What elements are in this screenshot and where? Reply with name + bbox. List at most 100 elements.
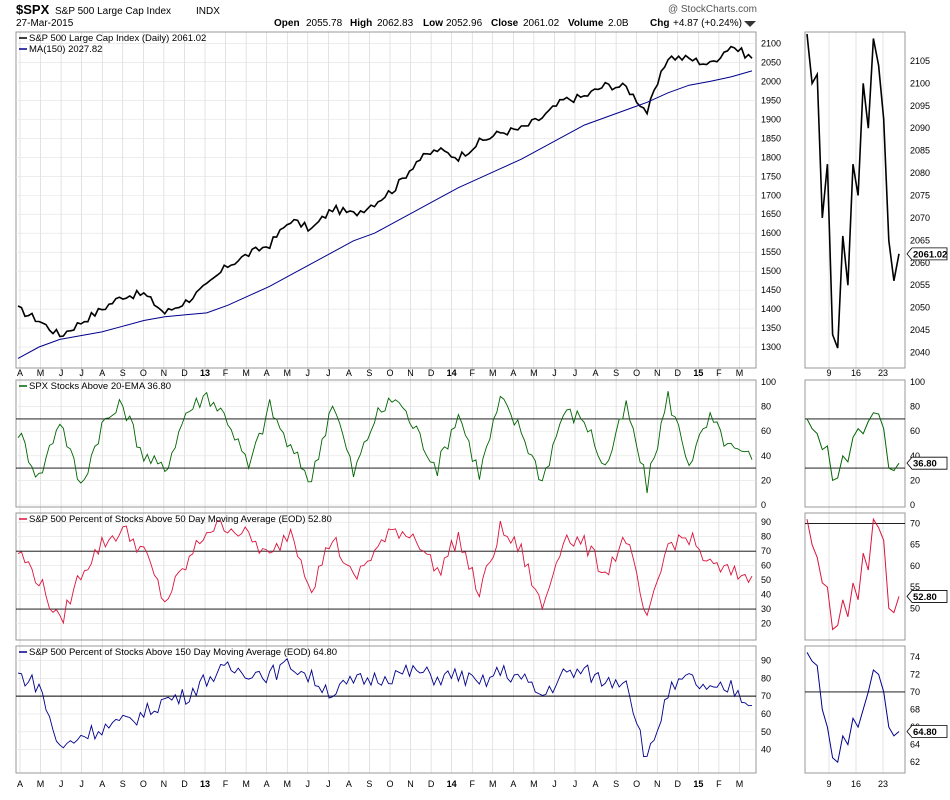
x-tick-label-top: M (736, 368, 744, 378)
x-tick-label: O (386, 779, 393, 789)
y-tick-label: 1750 (761, 171, 781, 181)
y-tick-label: 50 (761, 575, 771, 585)
open-value: 2055.78 (306, 18, 343, 29)
x-tick-label: A (510, 779, 516, 789)
x-tick-label-top: F (716, 368, 722, 378)
zoom-y-tick-label: 72 (910, 669, 920, 679)
y-tick-label: 100 (761, 377, 776, 387)
y-tick-label: 1300 (761, 342, 781, 352)
x-tick-label-top: J (552, 368, 557, 378)
panel-frame (15, 645, 757, 774)
x-tick-label: 13 (200, 779, 210, 789)
y-tick-label: 1450 (761, 285, 781, 295)
x-tick-label-top: A (593, 368, 599, 378)
x-tick-label: J (573, 779, 578, 789)
ma150-line (17, 70, 753, 359)
stockcharts-watermark: @ StockCharts.com (668, 4, 757, 15)
zoom-y-tick-label: 68 (910, 705, 920, 715)
y-tick-label: 60 (761, 426, 771, 436)
zoom-y-tick-label: 62 (910, 757, 920, 767)
y-tick-label: 80 (761, 532, 771, 542)
last-value-label: 64.80 (913, 727, 937, 738)
x-tick-label-top: N (654, 368, 661, 378)
x-tick-label: 15 (693, 779, 703, 789)
x-tick-label-top: J (573, 368, 578, 378)
x-tick-label: F (716, 779, 722, 789)
zoom-x-tick-label: 9 (826, 779, 831, 789)
y-tick-label: 2100 (761, 38, 781, 48)
y-tick-label: 1350 (761, 323, 781, 333)
last-value-label: 36.80 (913, 459, 937, 470)
x-tick-label-top: M (530, 368, 538, 378)
zoom-y-tick-label: 2050 (910, 303, 930, 313)
y-tick-label: 40 (761, 451, 771, 461)
x-tick-label-top: M (489, 368, 497, 378)
x-tick-label-top: S (613, 368, 619, 378)
x-tick-label: A (346, 779, 352, 789)
zoom-y-tick-label: 2080 (910, 168, 930, 178)
high-value: 2062.83 (377, 18, 414, 29)
zoom-x-tick-label-top: 16 (851, 368, 861, 378)
legend-label: S&P 500 Large Cap Index (Daily) 2061.02 (29, 33, 206, 44)
legend-label: S&P 500 Percent of Stocks Above 50 Day M… (29, 514, 332, 525)
x-tick-label-top: J (79, 368, 84, 378)
y-tick-label: 80 (761, 402, 771, 412)
x-tick-label: M (489, 779, 497, 789)
zoom-y-tick-label: 64 (910, 740, 920, 750)
y-tick-label: 1700 (761, 190, 781, 200)
y-tick-label: 20 (761, 619, 771, 629)
zoom-y-tick-label: 2045 (910, 325, 930, 335)
y-tick-label: 1850 (761, 133, 781, 143)
zoom-y-tick-label: 2100 (910, 78, 930, 88)
x-tick-label: M (736, 779, 744, 789)
x-tick-label-top: O (633, 368, 640, 378)
x-tick-label: J (306, 779, 311, 789)
y-tick-label: 70 (761, 546, 771, 556)
x-tick-label-top: 14 (447, 368, 457, 378)
zoom-panel-frame (804, 379, 906, 508)
zoom-y-tick-label: 2065 (910, 235, 930, 245)
x-tick-label: O (140, 779, 147, 789)
last-value-box (906, 247, 948, 261)
dropdown-arrow-icon[interactable] (744, 21, 756, 27)
zoom-y-tick-label: 2090 (910, 123, 930, 133)
y-tick-label: 70 (761, 691, 771, 701)
x-tick-label: D (428, 779, 435, 789)
low-value: 2052.96 (446, 18, 483, 29)
index-name: S&P 500 Large Cap Index (55, 6, 171, 17)
y-tick-label: 50 (761, 727, 771, 737)
zoom-y-tick-label: 0 (910, 500, 915, 510)
x-tick-label: N (161, 779, 168, 789)
x-tick-label-top: M (37, 368, 45, 378)
y-tick-label: 1900 (761, 114, 781, 124)
y-tick-label: 20 (761, 475, 771, 485)
zoom-line-ma150 (806, 652, 900, 764)
x-tick-label-top: A (264, 368, 270, 378)
y-tick-label: 2000 (761, 76, 781, 86)
series-line-ema20 (17, 391, 753, 494)
zoom-y-tick-label: 70 (910, 518, 920, 528)
x-tick-label: S (120, 779, 126, 789)
x-tick-label-top: M (242, 368, 250, 378)
zoom-x-tick-label: 23 (878, 779, 888, 789)
zoom-y-tick-label: 2075 (910, 191, 930, 201)
y-tick-label: 0 (761, 500, 766, 510)
x-tick-label: 14 (447, 779, 457, 789)
last-value-box (906, 725, 948, 738)
y-tick-label: 60 (761, 561, 771, 571)
y-tick-label: 1650 (761, 209, 781, 219)
zoom-y-tick-label: 2085 (910, 146, 930, 156)
x-tick-label-top: M (283, 368, 291, 378)
y-tick-label: 1500 (761, 266, 781, 276)
x-tick-label: D (675, 779, 682, 789)
last-value-box (906, 590, 948, 603)
x-tick-label: F (469, 779, 475, 789)
zoom-y-tick-label: 2095 (910, 101, 930, 111)
x-tick-label: A (264, 779, 270, 789)
zoom-line-ma50 (806, 517, 900, 631)
x-tick-label-top: S (366, 368, 372, 378)
zoom-y-tick-label: 20 (910, 475, 920, 485)
x-tick-label-top: F (469, 368, 475, 378)
zoom-y-tick-label: 65 (910, 540, 920, 550)
zoom-y-tick-label: 70 (910, 687, 920, 697)
